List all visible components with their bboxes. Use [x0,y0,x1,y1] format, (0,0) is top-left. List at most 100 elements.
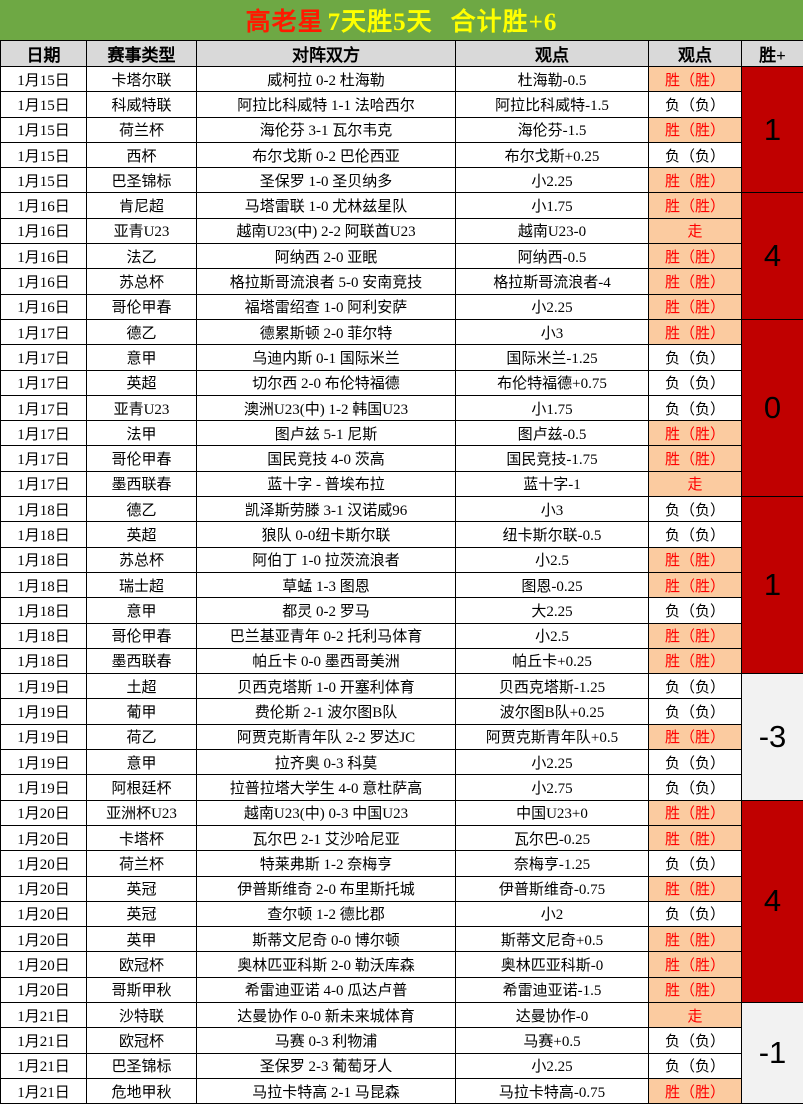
match-cell: 越南U23(中) 0-3 中国U23 [197,800,456,825]
match-cell: 海伦芬 3-1 瓦尔韦克 [197,117,456,142]
result-cell: 负（负） [649,345,742,370]
opinion-cell: 伊普斯维奇-0.75 [456,876,649,901]
date-cell: 1月15日 [1,117,87,142]
date-cell: 1月20日 [1,825,87,850]
result-cell: 负（负） [649,598,742,623]
date-cell: 1月21日 [1,1053,87,1078]
match-cell: 阿纳西 2-0 亚眠 [197,244,456,269]
opinion-cell: 帕丘卡+0.25 [456,648,649,673]
league-cell: 德乙 [87,319,197,344]
opinion-cell: 大2.25 [456,598,649,623]
league-cell: 哥伦甲春 [87,446,197,471]
match-cell: 希雷迪亚诺 4-0 瓜达卢普 [197,977,456,1002]
result-cell: 胜（胜） [649,547,742,572]
opinion-cell: 斯蒂文尼奇+0.5 [456,927,649,952]
result-cell: 胜（胜） [649,294,742,319]
match-cell: 德累斯顿 2-0 菲尔特 [197,319,456,344]
opinion-cell: 小2.25 [456,294,649,319]
league-cell: 苏总杯 [87,269,197,294]
date-cell: 1月18日 [1,522,87,547]
date-cell: 1月21日 [1,1002,87,1027]
match-cell: 拉普拉塔大学生 4-0 意杜萨高 [197,775,456,800]
date-cell: 1月20日 [1,800,87,825]
match-cell: 蓝十字 - 普埃布拉 [197,471,456,496]
date-cell: 1月21日 [1,1078,87,1103]
opinion-cell: 达曼协作-0 [456,1002,649,1027]
match-cell: 帕丘卡 0-0 墨西哥美洲 [197,648,456,673]
league-cell: 阿根廷杯 [87,775,197,800]
date-cell: 1月19日 [1,750,87,775]
result-cell: 胜（胜） [649,724,742,749]
date-cell: 1月18日 [1,572,87,597]
date-cell: 1月20日 [1,876,87,901]
league-cell: 西杯 [87,142,197,167]
opinion-cell: 小1.75 [456,395,649,420]
match-cell: 圣保罗 2-3 葡萄牙人 [197,1053,456,1078]
result-cell: 胜（胜） [649,446,742,471]
opinion-cell: 小2.75 [456,775,649,800]
result-cell: 胜（胜） [649,269,742,294]
date-cell: 1月17日 [1,370,87,395]
date-cell: 1月20日 [1,952,87,977]
date-cell: 1月16日 [1,193,87,218]
result-cell: 胜（胜） [649,319,742,344]
result-cell: 负（负） [649,395,742,420]
opinion-cell: 瓦尔巴-0.25 [456,825,649,850]
league-cell: 英甲 [87,927,197,952]
result-cell: 走 [649,471,742,496]
result-cell: 胜（胜） [649,421,742,446]
league-cell: 葡甲 [87,699,197,724]
match-cell: 拉齐奥 0-3 科莫 [197,750,456,775]
match-cell: 查尔顿 1-2 德比郡 [197,901,456,926]
score-cell: 0 [742,319,803,496]
opinion-cell: 国际米兰-1.25 [456,345,649,370]
date-cell: 1月15日 [1,142,87,167]
league-cell: 科威特联 [87,92,197,117]
result-cell: 负（负） [649,750,742,775]
result-cell: 走 [649,1002,742,1027]
league-cell: 亚青U23 [87,395,197,420]
result-cell: 走 [649,218,742,243]
match-cell: 阿贾克斯青年队 2-2 罗达JC [197,724,456,749]
col-match: 对阵双方 [197,41,456,67]
opinion-cell: 小2.5 [456,623,649,648]
score-cell: 1 [742,67,803,193]
result-cell: 胜（胜） [649,623,742,648]
result-cell: 胜（胜） [649,244,742,269]
match-cell: 国民竞技 4-0 茨高 [197,446,456,471]
date-cell: 1月21日 [1,1028,87,1053]
match-cell: 威柯拉 0-2 杜海勒 [197,67,456,92]
match-cell: 乌迪内斯 0-1 国际米兰 [197,345,456,370]
date-cell: 1月16日 [1,244,87,269]
result-cell: 胜（胜） [649,168,742,193]
match-cell: 特莱弗斯 1-2 奈梅亨 [197,851,456,876]
league-cell: 欧冠杯 [87,952,197,977]
opinion-cell: 奈梅亨-1.25 [456,851,649,876]
league-cell: 欧冠杯 [87,1028,197,1053]
score-cell: -3 [742,674,803,800]
league-cell: 肯尼超 [87,193,197,218]
opinion-cell: 布尔戈斯+0.25 [456,142,649,167]
result-cell: 负（负） [649,674,742,699]
date-cell: 1月20日 [1,927,87,952]
league-cell: 英冠 [87,876,197,901]
league-cell: 巴圣锦标 [87,168,197,193]
